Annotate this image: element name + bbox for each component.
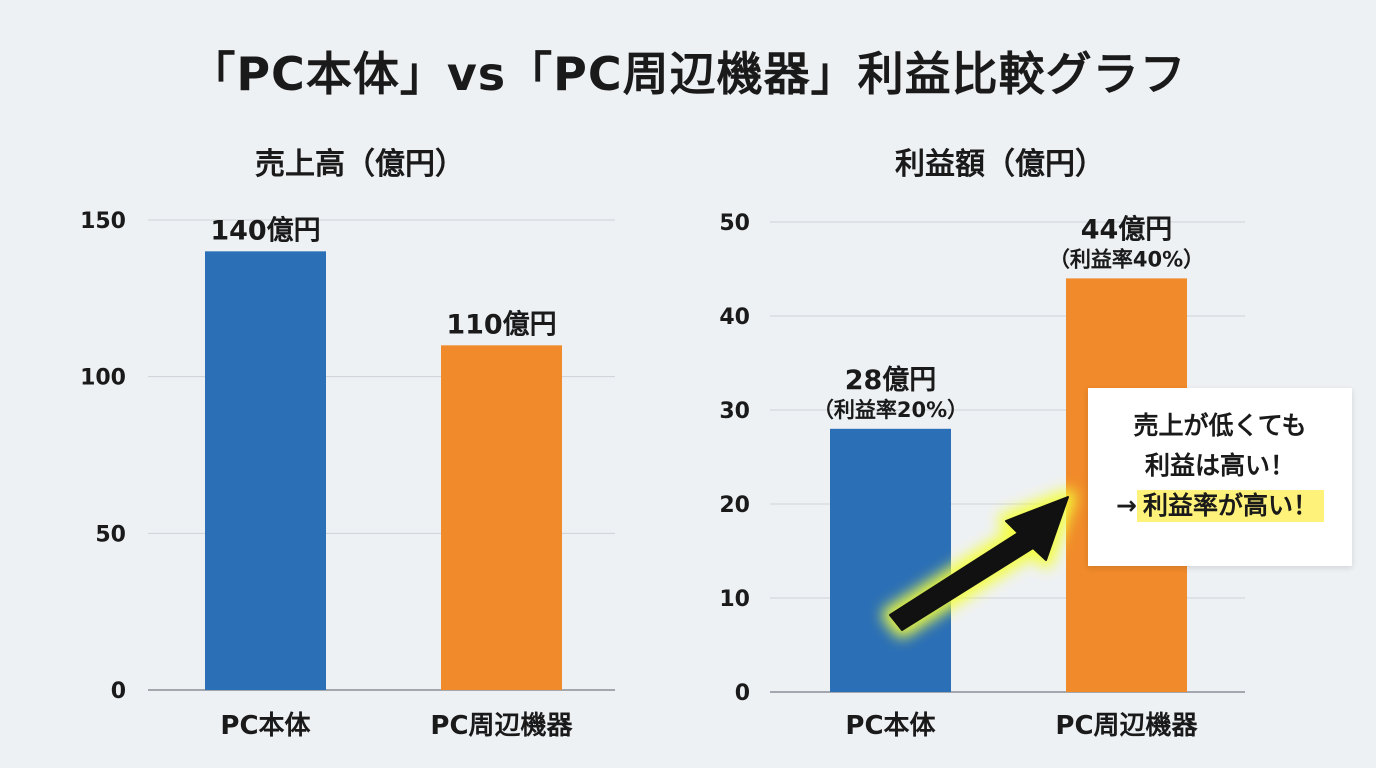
y-tick-label: 150 bbox=[80, 209, 126, 234]
data-sublabel: （利益率40%） bbox=[1049, 247, 1204, 271]
bar-peripherals bbox=[441, 345, 562, 690]
profit-chart: 利益額（億円） 0 10 20 30 40 50 PC本体 28億円（利益率20%） PC周辺機器… bbox=[719, 147, 1245, 741]
data-sublabel: （利益率20%） bbox=[813, 398, 968, 422]
data-label: 110億円 bbox=[446, 309, 556, 340]
y-tick-label: 50 bbox=[95, 522, 126, 547]
y-tick-label: 30 bbox=[719, 399, 750, 424]
y-tick-label: 100 bbox=[80, 366, 126, 391]
bar-pc-body bbox=[830, 428, 951, 692]
callout-box: 売上が低くても 利益は高い！ → 利益率が高い！ bbox=[1088, 388, 1352, 566]
data-label: 44億円 bbox=[1081, 214, 1173, 245]
x-category-label: PC本体 bbox=[845, 711, 936, 741]
y-tick-label: 40 bbox=[719, 305, 750, 330]
y-tick-label: 10 bbox=[719, 587, 750, 612]
chart-title: 利益額（億円） bbox=[895, 147, 1105, 182]
y-tick-label: 50 bbox=[719, 211, 750, 236]
y-tick-label: 0 bbox=[111, 679, 126, 704]
page-title: 「PC本体」vs「PC周辺機器」利益比較グラフ bbox=[189, 47, 1187, 101]
bar-pc-body bbox=[205, 251, 326, 691]
y-tick-label: 0 bbox=[735, 681, 750, 706]
data-label: 28億円 bbox=[845, 365, 937, 396]
y-tick-label: 20 bbox=[719, 493, 750, 518]
x-category-label: PC本体 bbox=[220, 711, 311, 741]
chart-title: 売上高（億円） bbox=[255, 147, 465, 182]
arrow-shape bbox=[889, 496, 1069, 631]
sales-chart: 売上高（億円） 0 50 100 150 PC本体 140億円 PC周辺機器 110億円 bbox=[80, 147, 615, 741]
callout-line-2: 利益は高い！ bbox=[1144, 451, 1295, 480]
data-label: 140億円 bbox=[210, 215, 320, 246]
x-category-label: PC周辺機器 bbox=[430, 711, 573, 741]
callout-line-3: → 利益率が高い！ bbox=[1088, 486, 1352, 526]
callout-arrow-text: → bbox=[1116, 491, 1137, 520]
callout-line-1: 売上が低くても bbox=[1133, 411, 1307, 440]
x-category-label: PC周辺機器 bbox=[1055, 711, 1198, 741]
emphasis-arrow bbox=[882, 489, 1076, 638]
callout-highlight: 利益率が高い！ bbox=[1136, 490, 1324, 522]
